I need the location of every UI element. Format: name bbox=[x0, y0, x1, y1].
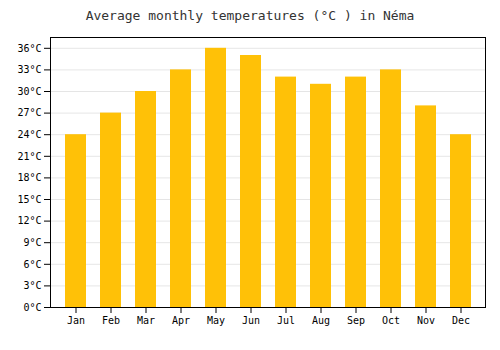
svg-text:Nov: Nov bbox=[417, 315, 435, 326]
svg-text:15°C: 15°C bbox=[17, 194, 41, 205]
svg-text:May: May bbox=[207, 315, 225, 326]
svg-text:21°C: 21°C bbox=[17, 151, 41, 162]
svg-text:Jul: Jul bbox=[277, 315, 295, 326]
svg-text:Apr: Apr bbox=[172, 315, 190, 326]
html-text:Average monthly temperatures (: Average monthly temperatures (°C ) in Né… bbox=[85, 8, 415, 23]
svg-text:12°C: 12°C bbox=[17, 215, 41, 226]
svg-text:Jan: Jan bbox=[67, 315, 85, 326]
svg-text:24°C: 24°C bbox=[17, 129, 41, 140]
svg-text:18°C: 18°C bbox=[17, 172, 41, 183]
svg-text:30°C: 30°C bbox=[17, 86, 41, 97]
svg-text:Dec: Dec bbox=[452, 315, 470, 326]
svg-text:Jun: Jun bbox=[242, 315, 260, 326]
svg-text:Mar: Mar bbox=[137, 315, 155, 326]
svg-text:Feb: Feb bbox=[102, 315, 120, 326]
svg-text:9°C: 9°C bbox=[23, 237, 41, 248]
svg-text:33°C: 33°C bbox=[17, 64, 41, 75]
svg-text:27°C: 27°C bbox=[17, 107, 41, 118]
svg-text:0°C: 0°C bbox=[23, 302, 41, 313]
svg-text:Sep: Sep bbox=[347, 315, 365, 326]
svg-text:Oct: Oct bbox=[382, 315, 400, 326]
svg-text:Aug: Aug bbox=[312, 315, 330, 326]
svg-text:36°C: 36°C bbox=[17, 43, 41, 54]
svg-text:6°C: 6°C bbox=[23, 259, 41, 270]
svg-text:3°C: 3°C bbox=[23, 280, 41, 291]
